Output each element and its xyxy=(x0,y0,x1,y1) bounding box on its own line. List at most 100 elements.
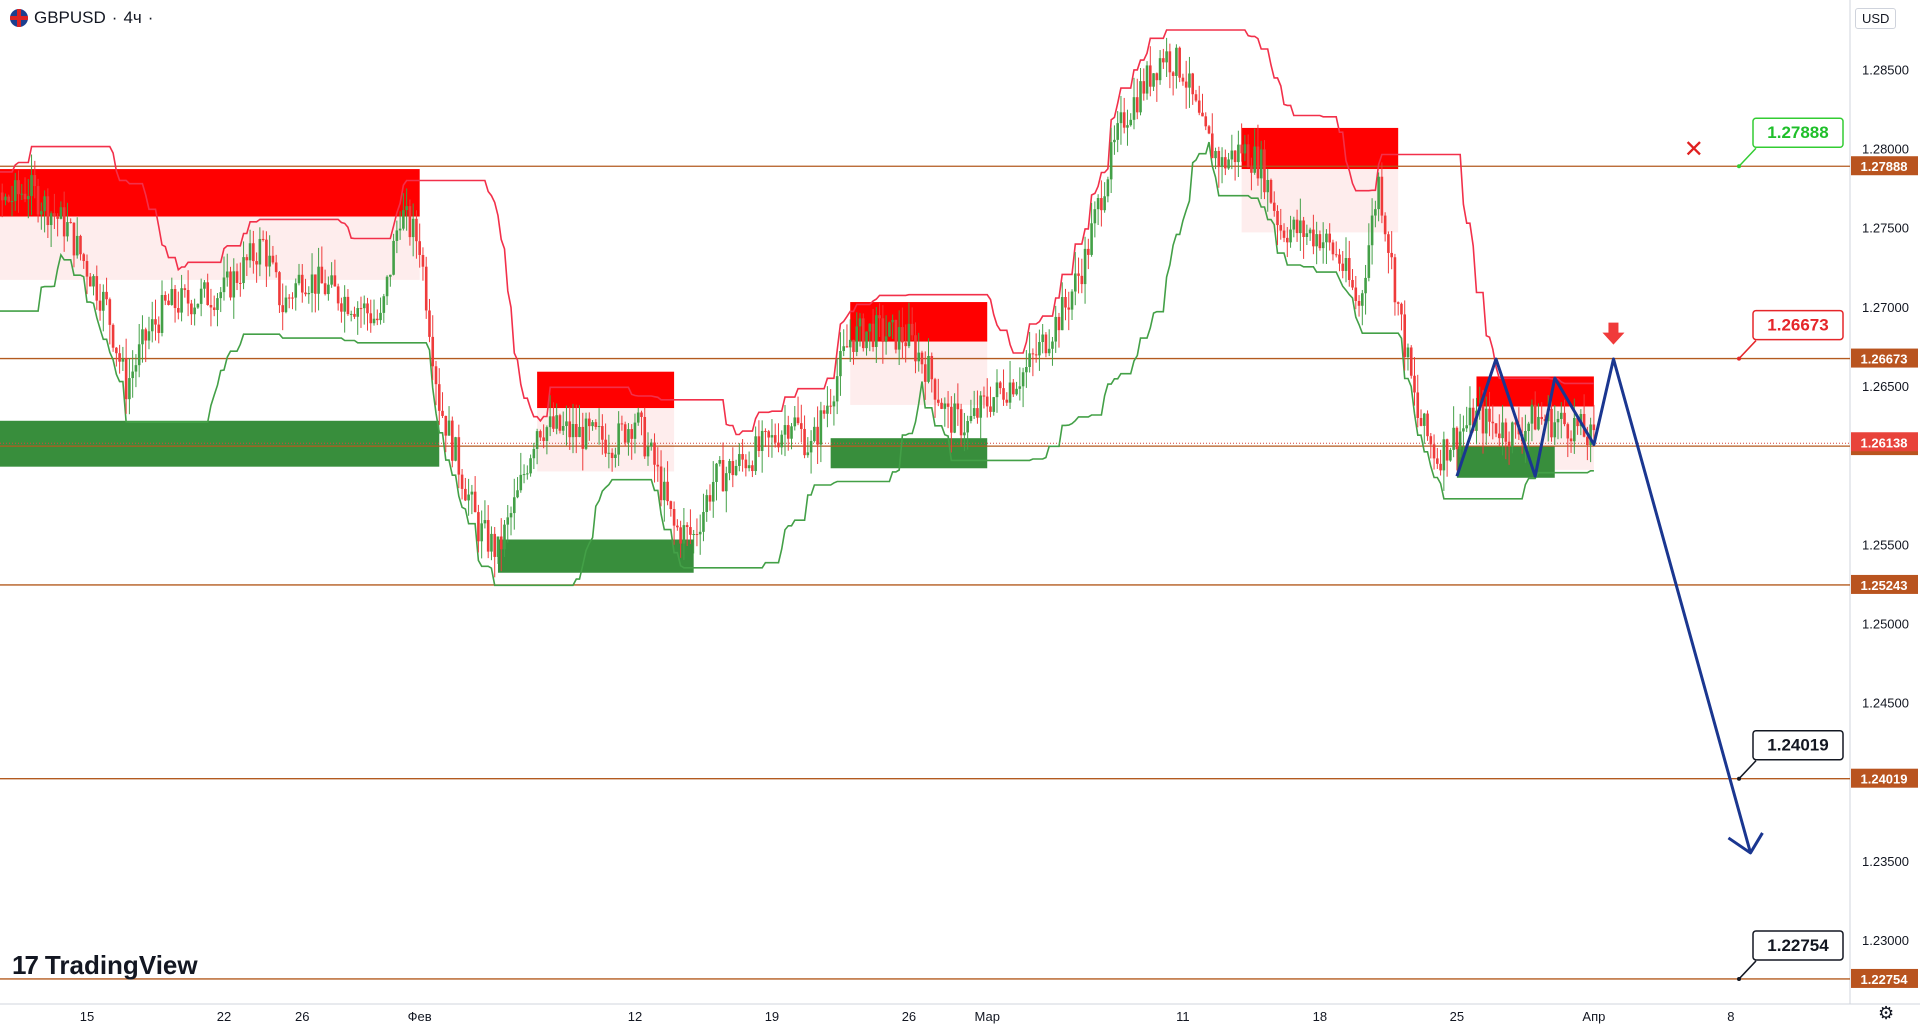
candle-body xyxy=(434,366,438,385)
candle-body xyxy=(291,297,294,299)
candle-body xyxy=(601,426,604,440)
candle-body xyxy=(826,405,829,414)
candle-body xyxy=(362,303,366,309)
candle-body xyxy=(206,282,209,306)
tradingview-logo[interactable]: 17 TradingView xyxy=(12,950,198,981)
symbol-header[interactable]: GBPUSD · 4ч · xyxy=(10,8,153,28)
candle-body xyxy=(190,303,193,315)
candle-body xyxy=(1103,196,1106,211)
candle-body xyxy=(1194,94,1198,101)
candle-body xyxy=(796,417,800,424)
candle-body xyxy=(124,358,128,400)
candle-body xyxy=(1015,388,1018,395)
candle-body xyxy=(773,435,777,443)
candle-body xyxy=(901,327,904,343)
candle-body xyxy=(1028,353,1031,368)
time-tick-label: Апр xyxy=(1582,1009,1605,1024)
candle-body xyxy=(1282,230,1286,238)
candle-body xyxy=(53,213,56,216)
candle-body xyxy=(1559,412,1563,419)
price-tick-label: 1.25500 xyxy=(1862,537,1909,552)
candle-body xyxy=(1468,407,1472,426)
candle-body xyxy=(1256,146,1260,179)
time-tick-label: 11 xyxy=(1176,1009,1190,1024)
candle-body xyxy=(1321,242,1325,249)
candle-body xyxy=(1119,112,1123,124)
candle-body xyxy=(265,239,268,267)
candle-body xyxy=(741,454,744,460)
candle-body xyxy=(604,439,607,454)
candle-body xyxy=(1227,159,1230,169)
candle-body xyxy=(1162,58,1165,63)
candle-body xyxy=(248,243,252,261)
gear-icon[interactable]: ⚙ xyxy=(1878,1003,1895,1023)
price-tick-label: 1.23500 xyxy=(1862,854,1909,869)
candle-body xyxy=(848,339,852,348)
candle-body xyxy=(881,318,885,342)
candle-body xyxy=(464,488,467,501)
candle-body xyxy=(633,422,637,439)
candle-body xyxy=(777,442,780,448)
candle-body xyxy=(144,329,148,341)
candle-body xyxy=(173,289,177,309)
price-tick-label: 1.28000 xyxy=(1862,142,1909,157)
candle-body xyxy=(105,291,108,300)
candle-body xyxy=(49,213,53,226)
candle-body xyxy=(672,509,676,526)
candle-body xyxy=(1243,144,1247,154)
candle-body xyxy=(581,426,585,449)
candle-body xyxy=(1573,418,1576,442)
candle-body xyxy=(1442,439,1446,471)
candle-body xyxy=(858,318,862,327)
candle-body xyxy=(933,379,937,400)
candle-body xyxy=(1462,428,1465,432)
callout-box xyxy=(1752,117,1844,148)
price-callout: 1.24019 xyxy=(1737,729,1844,781)
candle-body xyxy=(1224,157,1227,169)
candle-body xyxy=(216,298,219,311)
candle-body xyxy=(150,319,154,332)
candle-body xyxy=(1139,81,1142,113)
candle-body xyxy=(1387,234,1390,253)
candle-body xyxy=(617,423,620,455)
candle-body xyxy=(963,432,966,436)
candle-body xyxy=(1106,179,1110,197)
candle-body xyxy=(1589,424,1592,446)
logo-text: TradingView xyxy=(44,950,198,980)
currency-selector[interactable]: USD xyxy=(1855,8,1897,29)
candle-body xyxy=(232,271,236,298)
candle-body xyxy=(1524,430,1527,442)
candle-body xyxy=(760,430,764,451)
candle-body xyxy=(1021,372,1025,387)
candle-body xyxy=(375,318,379,321)
candle-body xyxy=(1308,229,1312,234)
candle-body xyxy=(1312,229,1315,247)
candle-body xyxy=(1481,406,1485,434)
candle-body xyxy=(1458,431,1462,450)
candle-body xyxy=(490,533,493,552)
candle-body xyxy=(1100,198,1103,211)
candle-body xyxy=(281,305,284,313)
callout-label: 1.26673 xyxy=(1767,316,1828,335)
candle-body xyxy=(1044,334,1048,354)
projection-arrowhead xyxy=(1727,832,1764,855)
candle-body xyxy=(69,222,72,224)
supply-shade xyxy=(0,216,420,280)
candle-body xyxy=(134,365,138,372)
candle-body xyxy=(767,431,770,438)
candle-body xyxy=(764,430,767,432)
candle-body xyxy=(770,435,774,438)
candle-body xyxy=(395,230,399,241)
candle-body xyxy=(62,207,66,237)
supply-zone xyxy=(537,371,675,409)
candle-body xyxy=(594,422,598,427)
candle-body xyxy=(875,315,878,347)
candle-body xyxy=(894,319,898,350)
candle-body xyxy=(470,491,474,495)
candle-body xyxy=(95,276,99,301)
candle-body xyxy=(659,466,663,501)
candle-body xyxy=(1054,316,1058,342)
candle-body xyxy=(115,347,118,354)
candle-body xyxy=(1455,427,1459,450)
